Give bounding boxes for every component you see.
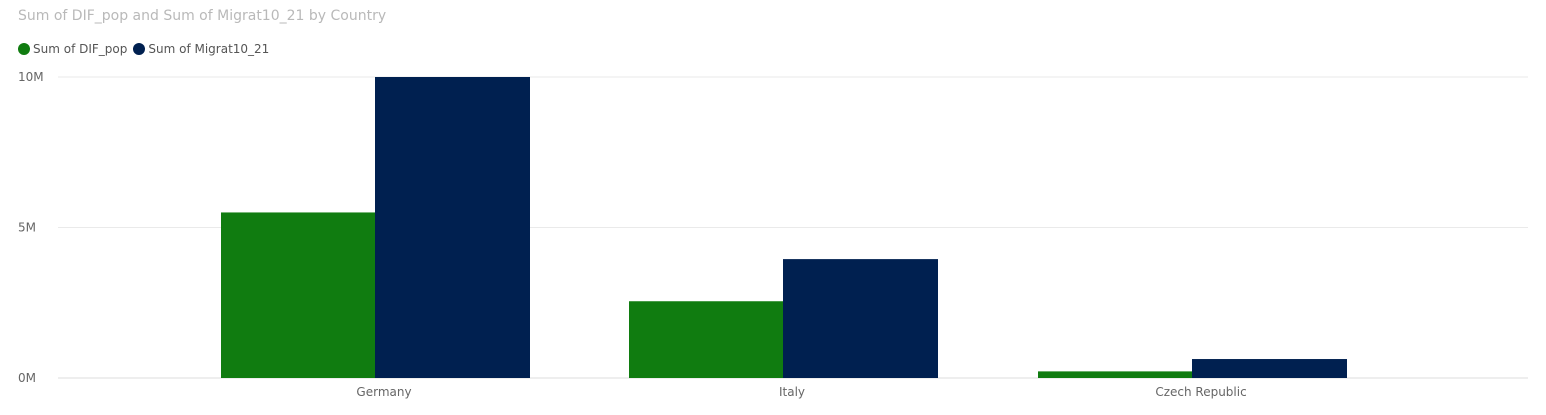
- bar-migrat-czech-republic[interactable]: [1192, 359, 1347, 378]
- legend-label-migrat: Sum of Migrat10_21: [148, 42, 270, 56]
- y-tick-label: 10M: [18, 70, 44, 84]
- legend-item-migrat[interactable]: Sum of Migrat10_21: [133, 42, 269, 56]
- bar-migrat-italy[interactable]: [783, 259, 938, 378]
- x-tick-label: Italy: [779, 385, 805, 399]
- chart-title: Sum of DIF_pop and Sum of Migrat10_21 by…: [18, 8, 387, 24]
- bar-dif-pop-germany[interactable]: [221, 212, 376, 378]
- bar-migrat-germany[interactable]: [375, 77, 530, 378]
- legend-dot-migrat: [133, 43, 146, 55]
- legend: Sum of DIF_pop Sum of Migrat10_21: [18, 42, 275, 56]
- legend-item-dif-pop[interactable]: Sum of DIF_pop: [18, 42, 127, 56]
- bar-dif-pop-czech-republic[interactable]: [1038, 371, 1193, 378]
- y-tick-label: 5M: [18, 221, 36, 235]
- legend-label-dif-pop: Sum of DIF_pop: [33, 42, 128, 56]
- y-tick-label: 0M: [18, 371, 36, 385]
- x-tick-label: Germany: [356, 385, 411, 399]
- legend-dot-dif-pop: [18, 43, 30, 55]
- bar-dif-pop-italy[interactable]: [629, 301, 784, 378]
- x-tick-label: Czech Republic: [1155, 385, 1246, 399]
